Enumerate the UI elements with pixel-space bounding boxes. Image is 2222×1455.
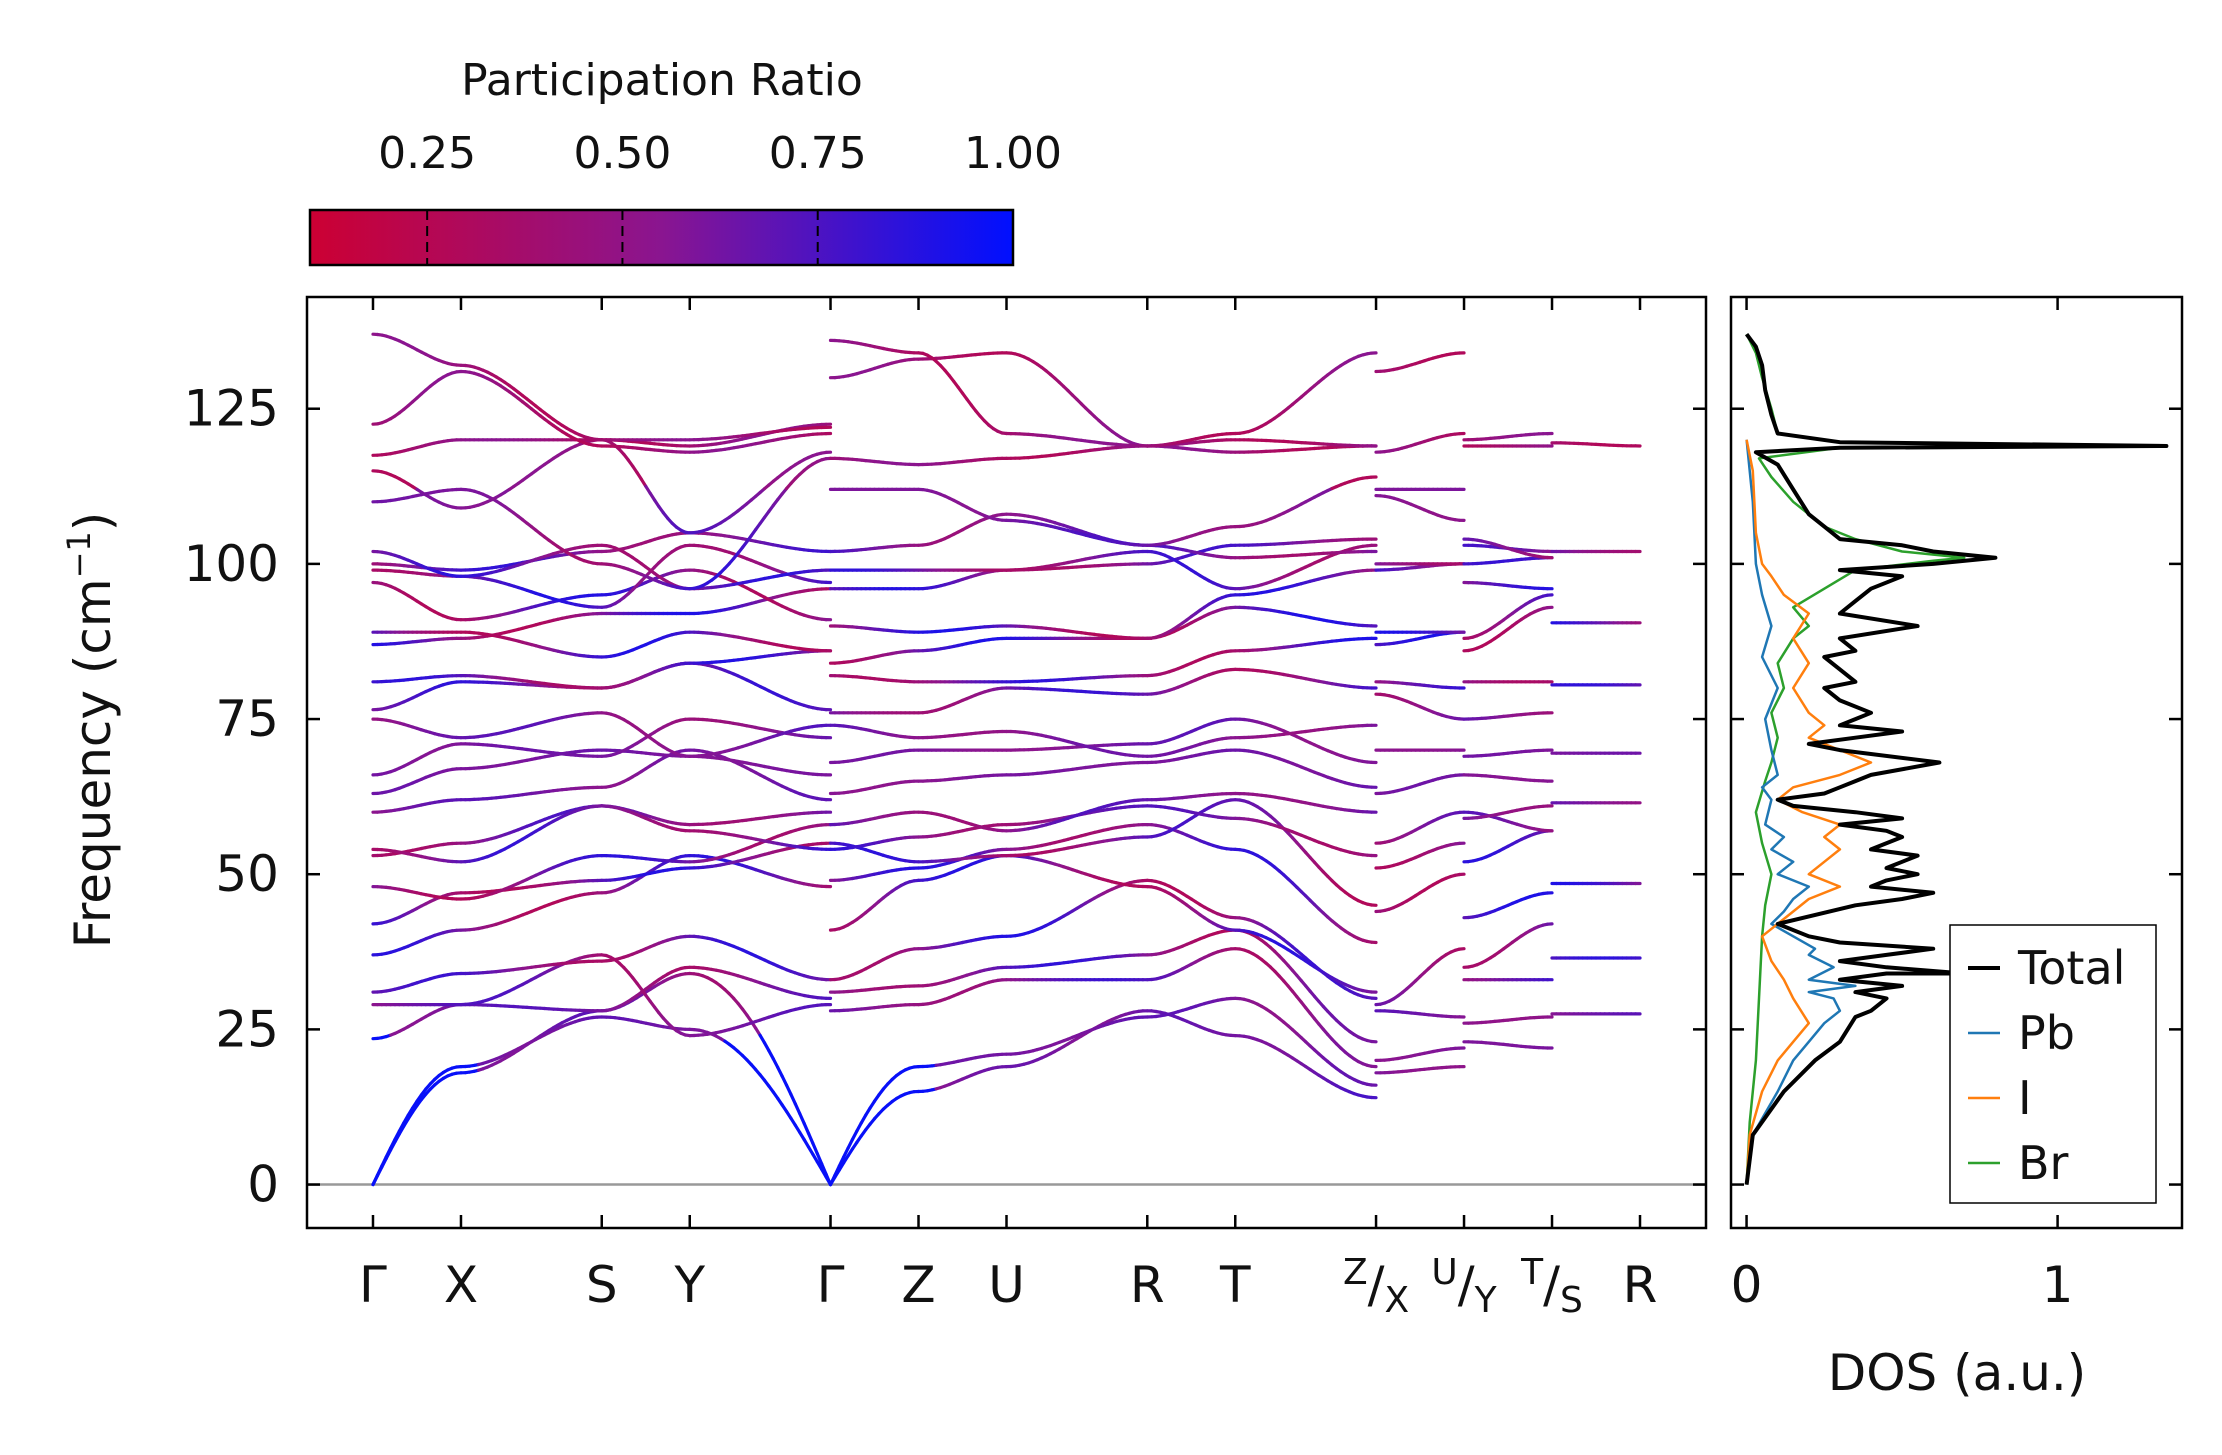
band-branch bbox=[371, 822, 833, 901]
band-line-piece bbox=[780, 1074, 789, 1087]
band-line-piece bbox=[837, 1155, 846, 1168]
band-branch bbox=[371, 1015, 833, 1187]
colorbar-title: Participation Ratio bbox=[461, 55, 863, 106]
band-branch bbox=[371, 543, 833, 609]
band-line-piece bbox=[798, 1111, 806, 1125]
band-line-piece bbox=[846, 1137, 855, 1150]
band-branch bbox=[371, 717, 833, 777]
band-branch bbox=[371, 953, 833, 1038]
band-branch bbox=[371, 711, 833, 758]
band-branch bbox=[371, 804, 833, 858]
band-branch bbox=[371, 804, 833, 864]
colorbar-tick-label: 1.00 bbox=[964, 128, 1062, 179]
band-line-piece bbox=[776, 1065, 784, 1078]
band-line-piece bbox=[793, 1102, 802, 1116]
band-line-piece bbox=[806, 1131, 815, 1146]
band-branch bbox=[828, 1009, 1378, 1187]
band-branch bbox=[828, 798, 1378, 907]
band-line-piece bbox=[802, 1121, 811, 1135]
band-line-piece bbox=[380, 1156, 388, 1169]
band-line-piece bbox=[828, 1173, 837, 1187]
band-line-piece bbox=[842, 1146, 850, 1159]
band-lines bbox=[371, 332, 1642, 1187]
band-line-piece bbox=[833, 1164, 841, 1177]
band-line-piece bbox=[371, 1174, 379, 1187]
band-branch bbox=[371, 369, 833, 454]
colorbar: Participation Ratio 0.25 0.50 0.75 1.00 bbox=[308, 55, 1062, 267]
band-branch bbox=[828, 928, 1378, 1044]
colorbar-tick-label: 0.50 bbox=[573, 128, 671, 179]
band-branch bbox=[371, 853, 833, 957]
band-branch bbox=[828, 791, 1378, 833]
colorbar-gradient bbox=[308, 208, 1015, 267]
band-branch bbox=[371, 531, 833, 572]
band-line-piece bbox=[789, 1092, 797, 1106]
band-line-piece bbox=[820, 1162, 828, 1176]
colorbar-tick-label: 0.25 bbox=[378, 128, 476, 179]
band-line-piece bbox=[784, 1083, 793, 1096]
band-line-piece bbox=[375, 1165, 384, 1178]
y-axis-label: Frequency (cm−1) bbox=[60, 512, 122, 949]
band-branch bbox=[828, 947, 1378, 1069]
band-branch bbox=[371, 971, 833, 1187]
colorbar-tick-label: 0.75 bbox=[769, 128, 867, 179]
band-branch bbox=[371, 630, 833, 659]
band-line-piece bbox=[815, 1151, 824, 1166]
band-branch bbox=[371, 748, 833, 814]
band-branch bbox=[371, 456, 833, 591]
band-line-piece bbox=[811, 1141, 819, 1156]
band-branch bbox=[371, 438, 833, 535]
band-branch bbox=[828, 996, 1378, 1187]
band-branch bbox=[828, 748, 1378, 796]
band-branch bbox=[828, 717, 1378, 765]
band-branch bbox=[371, 332, 833, 442]
band-branch bbox=[828, 568, 1378, 641]
band-branch bbox=[371, 965, 833, 1041]
